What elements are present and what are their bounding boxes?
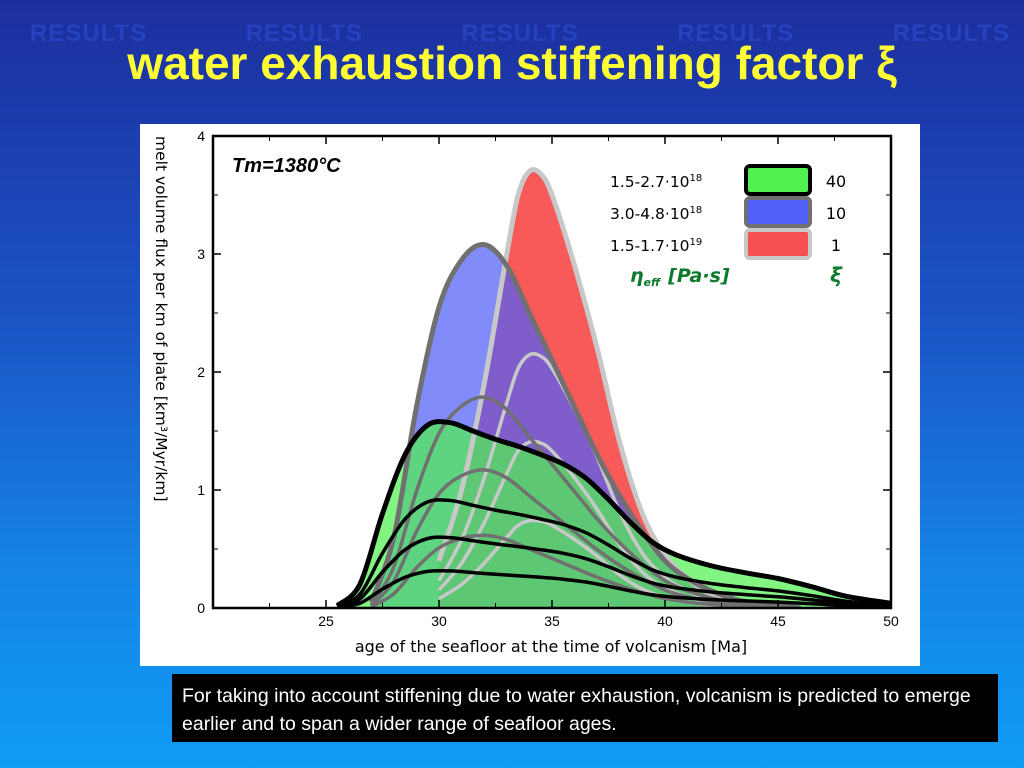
legend-swatch [744, 228, 812, 260]
legend-viscosity-label: 1.5-2.7·1018 [610, 173, 702, 191]
watermark-text: RESULTS [245, 20, 363, 47]
series-area-xi-40 [337, 421, 891, 608]
watermark-text: RESULTS [461, 20, 579, 47]
legend-header-unit: [Pa·s] [667, 265, 730, 287]
y-tick-label: 4 [197, 128, 205, 144]
slide-title: water exhaustion stiffening factor ξ [127, 37, 897, 89]
legend-viscosity-label: 3.0-4.8·1018 [610, 205, 702, 223]
chart-svg: 25 30 35 40 45 50 0 1 2 3 4 Tm=1380°C age of the s… [152, 128, 899, 656]
series-line-xi-40-fraction [336, 568, 891, 608]
legend-viscosity-label: 1.5-1.7·1019 [610, 237, 702, 255]
watermark-text: RESULTS [677, 20, 795, 47]
x-tick-label: 25 [318, 613, 334, 629]
series-line-xi-10-fraction [369, 468, 801, 608]
series-line-xi-10-fraction [370, 533, 801, 608]
legend-exponent: 18 [690, 205, 703, 216]
axis-ticks: 25 30 35 40 45 50 0 1 2 3 4 [197, 128, 899, 629]
series-line-xi-40-fraction [336, 498, 891, 608]
x-tick-label: 50 [883, 613, 899, 629]
legend-header-xi: ξ [830, 263, 843, 287]
watermark-text: RESULTS [30, 20, 148, 47]
legend-swatch [744, 164, 812, 196]
x-tick-label: 45 [770, 613, 786, 629]
legend-exponent: 18 [690, 173, 703, 184]
area-fills [337, 169, 891, 608]
legend-swatch [744, 196, 812, 228]
legend-header-viscosity: ηeff [Pa·s] [630, 265, 730, 289]
watermark-text: RESULTS [892, 20, 1010, 47]
y-tick-label: 0 [197, 600, 205, 616]
series-line-xi-1 [436, 167, 779, 608]
x-tick-label: 40 [657, 613, 673, 629]
legend-exponent: 19 [690, 237, 703, 248]
x-tick-label: 30 [431, 613, 447, 629]
caption-box: For taking into account stiffening due t… [172, 674, 998, 742]
legend-xi-value: 10 [826, 204, 846, 223]
legend-xi-value: 40 [826, 172, 846, 191]
series-line-xi-10 [368, 242, 801, 608]
series-line-xi-40 [335, 419, 891, 608]
curve-lines [335, 167, 891, 608]
x-tick-label: 35 [544, 613, 560, 629]
results-watermark: RESULTS RESULTS RESULTS RESULTS RESULTS [30, 20, 1010, 48]
y-tick-label: 3 [197, 246, 205, 262]
x-axis-title: age of the seafloor at the time of volca… [355, 637, 747, 656]
y-tick-label: 2 [197, 364, 205, 380]
y-tick-label: 1 [197, 482, 205, 498]
series-line-xi-40-fraction [336, 535, 891, 608]
temperature-annotation: Tm=1380°C [232, 155, 341, 177]
legend-header-subscript: eff [644, 276, 662, 289]
legend-xi-value: 1 [831, 236, 841, 255]
y-axis-title: melt volume flux per km of plate [km³/My… [152, 136, 170, 502]
legend: 1.5-2.7·1018 40 3.0-4.8·1018 10 1.5-1.7·1019… [610, 164, 846, 289]
chart-panel: 25 30 35 40 45 50 0 1 2 3 4 Tm=1380°C age of the s… [140, 124, 920, 666]
